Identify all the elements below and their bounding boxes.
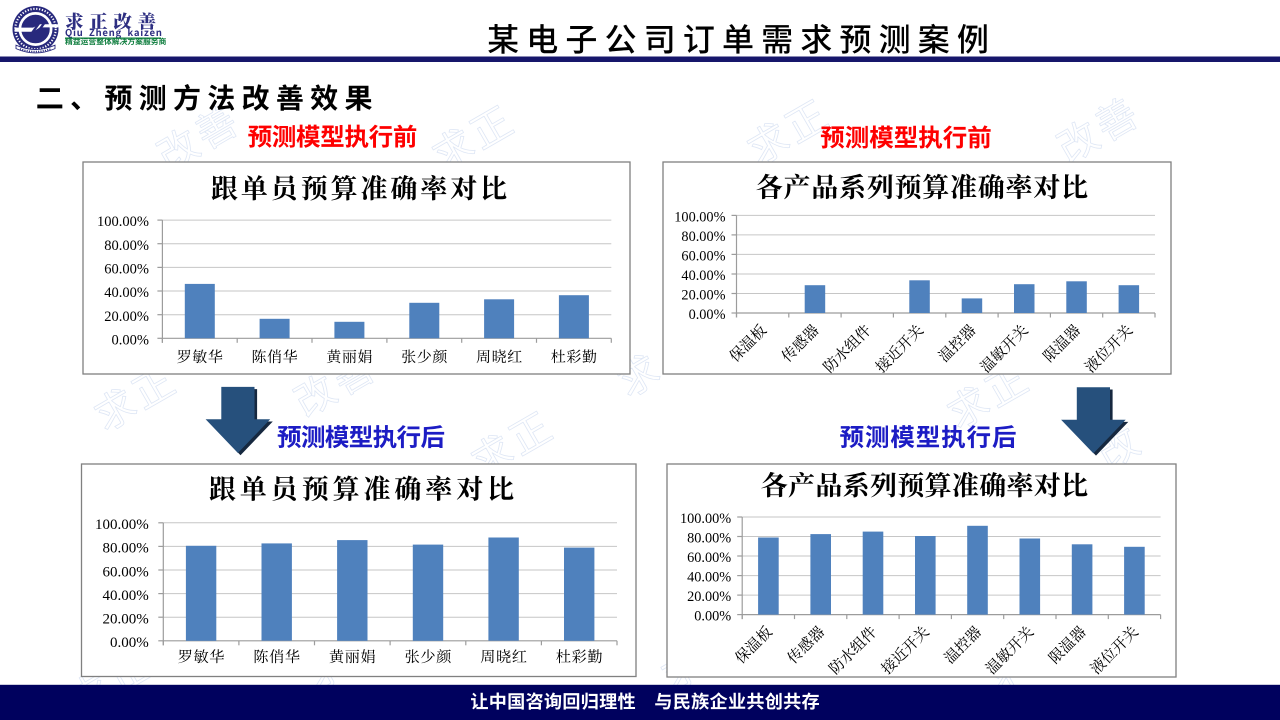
- svg-text:40.00%: 40.00%: [681, 268, 725, 284]
- svg-text:80.00%: 80.00%: [687, 531, 731, 547]
- svg-text:100.00%: 100.00%: [95, 517, 149, 533]
- svg-text:0.00%: 0.00%: [110, 635, 149, 651]
- svg-text:60.00%: 60.00%: [103, 564, 149, 580]
- svg-text:20.00%: 20.00%: [687, 589, 731, 605]
- svg-text:0.00%: 0.00%: [689, 307, 726, 323]
- svg-text:60.00%: 60.00%: [104, 261, 149, 277]
- svg-text:60.00%: 60.00%: [687, 550, 731, 566]
- svg-text:80.00%: 80.00%: [103, 541, 149, 557]
- svg-text:80.00%: 80.00%: [104, 238, 149, 254]
- svg-text:60.00%: 60.00%: [681, 248, 725, 264]
- svg-text:40.00%: 40.00%: [103, 588, 149, 604]
- svg-text:80.00%: 80.00%: [681, 229, 725, 245]
- svg-text:0.00%: 0.00%: [112, 332, 149, 348]
- svg-text:20.00%: 20.00%: [103, 612, 149, 628]
- svg-text:100.00%: 100.00%: [97, 214, 149, 230]
- svg-text:20.00%: 20.00%: [104, 309, 149, 325]
- svg-text:0.00%: 0.00%: [694, 609, 731, 625]
- svg-text:20.00%: 20.00%: [681, 288, 725, 304]
- svg-text:100.00%: 100.00%: [680, 511, 731, 527]
- svg-text:40.00%: 40.00%: [687, 570, 731, 586]
- svg-text:100.00%: 100.00%: [674, 209, 725, 225]
- svg-text:40.00%: 40.00%: [104, 285, 149, 301]
